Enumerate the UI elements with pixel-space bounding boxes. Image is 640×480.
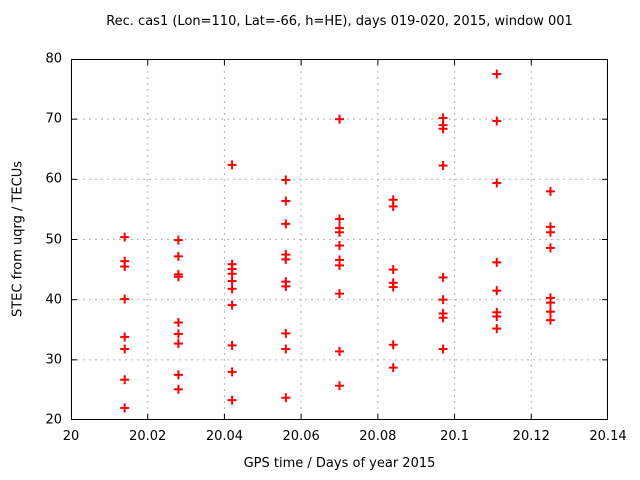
data-point-marker (281, 254, 291, 264)
data-point-marker (173, 235, 183, 245)
data-point-marker (388, 282, 398, 292)
y-tick-label: 80 (45, 51, 62, 67)
y-tick-label: 60 (45, 171, 62, 187)
x-tick-label: 20.04 (205, 429, 244, 444)
data-point-marker (173, 339, 183, 349)
y-tick-label: 30 (45, 352, 62, 368)
data-point-marker (281, 196, 291, 206)
data-point-marker (335, 214, 344, 224)
data-point-marker (438, 160, 448, 170)
data-point-marker (120, 294, 130, 304)
data-point-marker (545, 186, 555, 196)
data-point-marker (120, 332, 130, 342)
chart-title: Rec. cas1 (Lon=110, Lat=-66, h=HE), days… (106, 14, 573, 29)
data-point-marker (545, 298, 555, 308)
plot-border (71, 59, 608, 420)
data-point-marker (438, 272, 448, 282)
y-tick-label: 40 (45, 292, 62, 308)
x-axis-label: GPS time / Days of year 2015 (243, 456, 436, 471)
data-point-marker (438, 344, 448, 354)
data-point-marker (227, 300, 237, 310)
data-point-marker (173, 329, 183, 339)
x-tick-label: 20.14 (589, 429, 627, 444)
data-point-marker (173, 272, 183, 282)
data-point-marker (281, 281, 291, 291)
data-point-marker (227, 276, 237, 286)
data-point-marker (335, 241, 344, 251)
data-point-marker (227, 160, 237, 170)
data-point-marker (492, 178, 502, 188)
data-point-marker (388, 265, 398, 275)
data-point-marker (120, 403, 130, 413)
data-point-marker (545, 307, 555, 317)
data-point-marker (281, 328, 291, 338)
data-point-marker (438, 313, 448, 323)
data-point-marker (120, 262, 130, 272)
data-point-marker (173, 318, 183, 328)
data-point-marker (227, 395, 237, 405)
data-point-marker (545, 315, 555, 325)
plot-area (71, 59, 608, 420)
y-tick-labels: 20 30 40 50 60 70 80 (0, 53, 62, 427)
x-tick-label: 20.12 (512, 429, 550, 444)
x-tick-label: 20.1 (440, 429, 470, 444)
data-point-marker (492, 324, 502, 334)
data-point-marker (173, 384, 183, 394)
data-point-marker (335, 227, 344, 237)
data-point-marker (492, 257, 502, 267)
x-tick-label: 20.02 (129, 429, 167, 444)
data-point-marker (335, 346, 344, 356)
data-point-marker (492, 286, 502, 296)
data-point-marker (438, 124, 448, 134)
data-point-marker (388, 363, 398, 373)
y-tick-label: 70 (45, 111, 62, 127)
data-point-marker (335, 381, 344, 391)
x-tick-label: 20.08 (359, 429, 397, 444)
x-tick-labels: 20 20.02 20.04 20.06 20.08 20.1 20.12 20.14 (63, 429, 627, 445)
data-point-marker (492, 116, 502, 126)
data-point-marker (335, 114, 344, 124)
data-point-marker (227, 340, 237, 350)
data-point-marker (173, 370, 183, 380)
data-point-marker (281, 344, 291, 354)
y-tick-label: 20 (45, 412, 62, 428)
x-tick-label: 20 (62, 429, 80, 444)
data-point-marker (281, 393, 291, 403)
data-point-marker (281, 175, 291, 185)
data-point-marker (173, 251, 183, 261)
data-point-marker (545, 243, 555, 253)
data-point-marker (120, 344, 130, 354)
data-point-marker (120, 232, 130, 242)
data-point-marker (335, 260, 344, 270)
data-point-marker (335, 289, 344, 299)
data-point-marker (227, 367, 237, 377)
data-point-marker (120, 375, 130, 385)
data-point-marker (438, 295, 448, 305)
data-point-marker (281, 219, 291, 229)
x-tick-label: 20.06 (282, 429, 320, 444)
data-point-marker (492, 69, 502, 79)
data-point-marker (388, 201, 398, 211)
data-point-marker (545, 227, 555, 237)
y-tick-label: 50 (45, 232, 62, 247)
data-point-marker (492, 312, 502, 322)
data-point-marker (227, 284, 237, 294)
data-point-marker (388, 340, 398, 350)
